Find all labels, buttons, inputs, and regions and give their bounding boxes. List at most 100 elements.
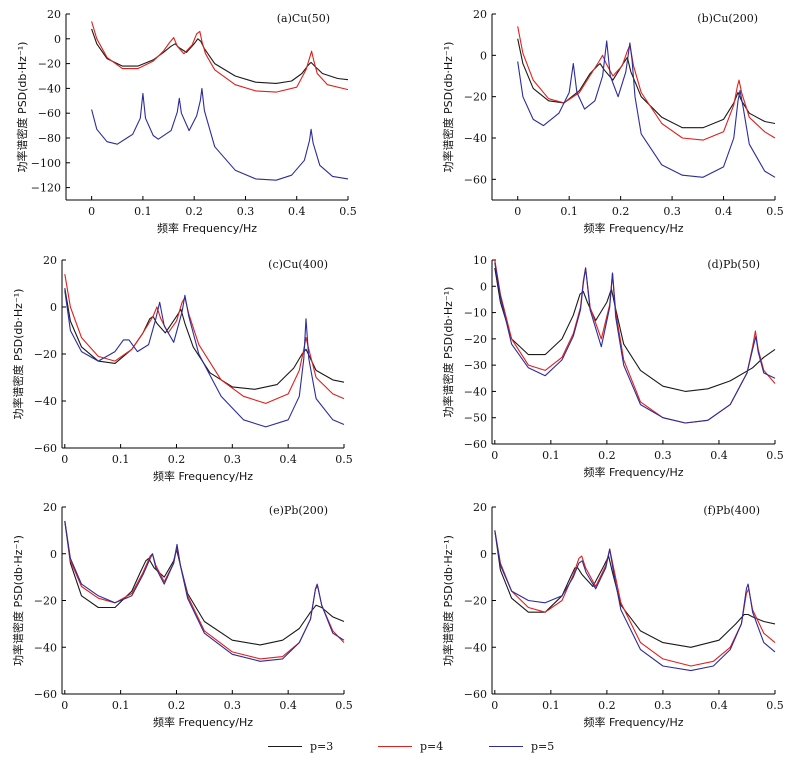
y-axis-title: 功率谱密度 PSD(db·Hz⁻¹) bbox=[11, 289, 25, 420]
y-tick-label: −120 bbox=[31, 182, 61, 195]
x-tick-label: 0.4 bbox=[715, 205, 733, 218]
y-tick-label: 0 bbox=[50, 548, 57, 561]
y-tick-label: −50 bbox=[464, 412, 487, 425]
y-tick-label: −60 bbox=[464, 438, 487, 451]
series-line-p4 bbox=[64, 274, 345, 404]
y-tick-label: 20 bbox=[47, 8, 61, 21]
y-axis-title: 功率谱密度 PSD(db·Hz⁻¹) bbox=[441, 42, 455, 173]
y-tick-label: −40 bbox=[464, 132, 487, 145]
y-axis-title: 功率谱密度 PSD(db·Hz⁻¹) bbox=[441, 535, 455, 666]
panel-title: (a)Cu(50) bbox=[277, 12, 330, 25]
x-tick-label: 0 bbox=[491, 449, 498, 462]
series-line-p3 bbox=[64, 288, 345, 390]
x-tick-label: 0.3 bbox=[654, 449, 672, 462]
series-line-p3 bbox=[494, 530, 776, 648]
x-tick-label: 0.5 bbox=[335, 453, 353, 466]
legend-swatch-p3 bbox=[268, 746, 302, 747]
x-tick-label: 0.3 bbox=[654, 699, 672, 712]
panel-title: (e)Pb(200) bbox=[269, 504, 328, 517]
series-line-p5 bbox=[494, 530, 776, 672]
series-line-p5 bbox=[64, 520, 345, 662]
y-tick-label: −60 bbox=[34, 442, 57, 455]
y-tick-label: −20 bbox=[34, 595, 57, 608]
y-tick-label: −60 bbox=[34, 688, 57, 701]
x-tick-label: 0.1 bbox=[560, 205, 578, 218]
x-tick-label: 0.1 bbox=[112, 699, 130, 712]
legend-item-p5: p=5 bbox=[489, 740, 554, 753]
x-tick-label: 0.1 bbox=[542, 699, 560, 712]
x-axis-title: 频率 Frequency/Hz bbox=[583, 715, 683, 729]
series-line-p5 bbox=[494, 262, 776, 424]
legend-item-p4: p=4 bbox=[378, 740, 443, 753]
x-tick-label: 0.2 bbox=[612, 205, 630, 218]
series-line-p4 bbox=[494, 530, 776, 667]
y-axis-title: 功率谱密度 PSD(db·Hz⁻¹) bbox=[441, 287, 455, 418]
y-axis-title: 功率谱密度 PSD(db·Hz⁻¹) bbox=[11, 535, 25, 666]
y-tick-label: 0 bbox=[54, 33, 61, 46]
y-tick-label: −100 bbox=[31, 157, 61, 170]
y-tick-label: −30 bbox=[464, 359, 487, 372]
y-tick-label: −20 bbox=[464, 595, 487, 608]
x-tick-label: 0.1 bbox=[134, 205, 152, 218]
y-tick-label: −20 bbox=[464, 333, 487, 346]
y-tick-label: 0 bbox=[480, 49, 487, 62]
y-tick-label: 10 bbox=[473, 254, 487, 267]
x-tick-label: 0 bbox=[88, 205, 95, 218]
x-tick-label: 0.5 bbox=[766, 205, 784, 218]
x-tick-label: 0 bbox=[514, 205, 521, 218]
chart-panel-4: 0 0.1 0.2 0.3 0.4 0.5 10 0 −10 −20 −30 −40 −50 −60 (d)… bbox=[441, 254, 784, 479]
x-tick-label: 0.3 bbox=[224, 453, 242, 466]
y-tick-label: 0 bbox=[480, 548, 487, 561]
y-tick-label: −40 bbox=[34, 395, 57, 408]
series-line-p4 bbox=[91, 21, 349, 93]
x-tick-label: 0.2 bbox=[168, 699, 186, 712]
x-tick-label: 0.1 bbox=[112, 453, 130, 466]
y-tick-label: 20 bbox=[473, 8, 487, 21]
x-tick-label: 0.2 bbox=[598, 699, 616, 712]
series-line-p4 bbox=[64, 520, 345, 660]
x-tick-label: 0.5 bbox=[339, 205, 357, 218]
legend-swatch-p4 bbox=[378, 746, 412, 747]
y-tick-label: −80 bbox=[38, 132, 61, 145]
x-tick-label: 0.4 bbox=[279, 453, 297, 466]
x-tick-label: 0.1 bbox=[542, 449, 560, 462]
y-tick-label: −10 bbox=[464, 307, 487, 320]
chart-panel-2: 0 0.1 0.2 0.3 0.4 0.5 20 0 −20 −40 −60 (b)Cu(200) 频率… bbox=[441, 8, 784, 235]
chart-panel-6: 0 0.1 0.2 0.3 0.4 0.5 20 0 −20 −40 −60 (f)Pb(400) 频率… bbox=[441, 501, 784, 729]
x-tick-label: 0 bbox=[61, 699, 68, 712]
legend-label-p4: p=4 bbox=[420, 740, 444, 753]
y-tick-label: −20 bbox=[34, 348, 57, 361]
y-tick-label: −60 bbox=[38, 107, 61, 120]
chart-panel-1: 0 0.1 0.2 0.3 0.4 0.5 20 0 −20 −40 −60 −80 −100 −120 (… bbox=[15, 8, 357, 235]
panel-title: (f)Pb(400) bbox=[703, 504, 760, 517]
x-tick-label: 0.4 bbox=[710, 449, 728, 462]
series-line-p4 bbox=[517, 26, 776, 141]
panel-title: (d)Pb(50) bbox=[707, 258, 760, 271]
x-tick-label: 0.3 bbox=[224, 699, 242, 712]
y-tick-label: −60 bbox=[464, 688, 487, 701]
x-tick-label: 0.4 bbox=[279, 699, 297, 712]
x-axis-title: 频率 Frequency/Hz bbox=[153, 715, 253, 729]
series-line-p5 bbox=[517, 40, 776, 178]
series-line-p5 bbox=[64, 290, 345, 428]
x-tick-label: 0.2 bbox=[598, 449, 616, 462]
panel-title: (b)Cu(200) bbox=[697, 12, 758, 25]
x-axis-title: 频率 Frequency/Hz bbox=[157, 221, 257, 235]
legend-label-p5: p=5 bbox=[531, 740, 555, 753]
x-tick-label: 0.3 bbox=[663, 205, 681, 218]
y-tick-label: 20 bbox=[43, 501, 57, 514]
y-tick-label: −60 bbox=[464, 173, 487, 186]
y-tick-label: 20 bbox=[473, 501, 487, 514]
x-axis-title: 频率 Frequency/Hz bbox=[583, 465, 683, 479]
y-tick-label: −40 bbox=[464, 641, 487, 654]
x-axis-title: 频率 Frequency/Hz bbox=[583, 221, 683, 235]
x-tick-label: 0 bbox=[61, 453, 68, 466]
legend: p=3 p=4 p=5 bbox=[0, 735, 803, 759]
chart-panel-5: 0 0.1 0.2 0.3 0.4 0.5 20 0 −20 −40 −60 (e)Pb(200) 频率… bbox=[11, 501, 353, 729]
series-line-p5 bbox=[91, 87, 349, 181]
chart-panel-3: 0 0.1 0.2 0.3 0.4 0.5 20 0 −20 −40 −60 (c)Cu(400) 频率… bbox=[11, 254, 353, 483]
x-tick-label: 0.4 bbox=[288, 205, 306, 218]
legend-label-p3: p=3 bbox=[310, 740, 334, 753]
x-tick-label: 0.5 bbox=[766, 699, 784, 712]
